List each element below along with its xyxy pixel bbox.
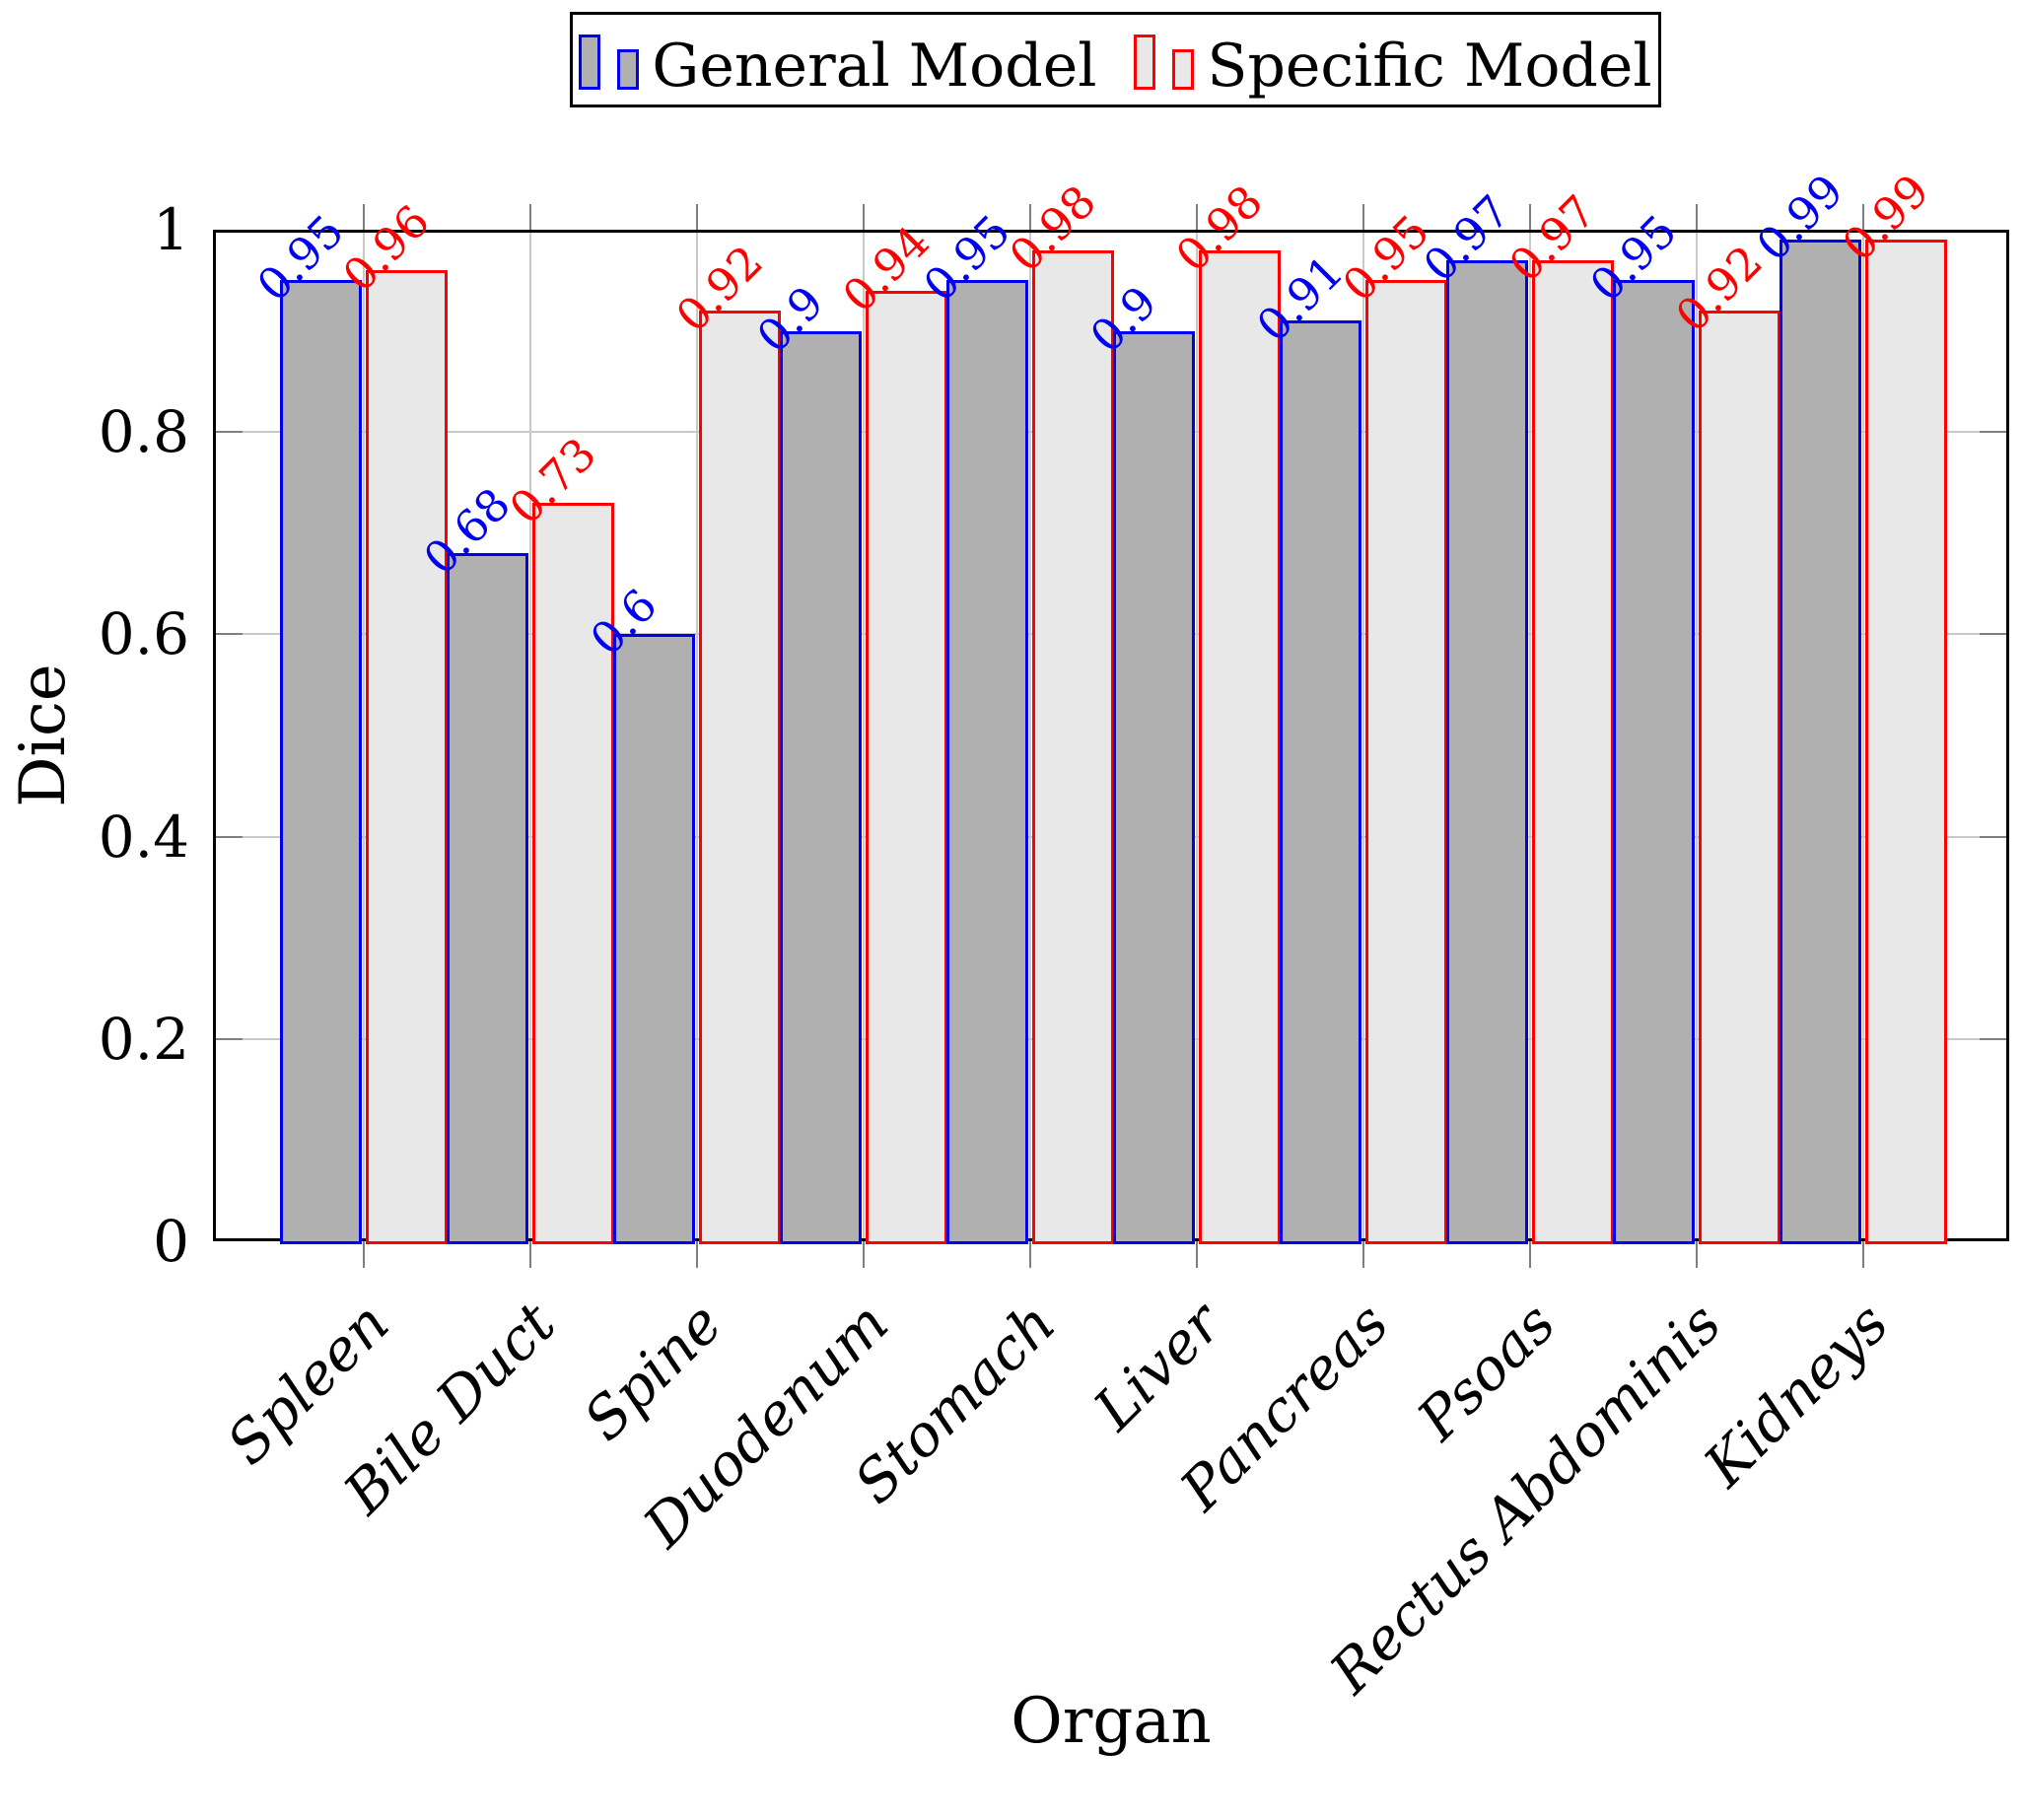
bar-specific-model-pancreas (1365, 280, 1447, 1244)
x-tick-bottom (1029, 1241, 1031, 1268)
x-tick-top (1696, 204, 1698, 230)
y-tick-label: 1 (153, 196, 189, 263)
x-gridline (863, 230, 865, 1241)
bar-general-model-bile-duct (447, 553, 528, 1244)
x-gridline (1862, 230, 1864, 1241)
x-tick-bottom (529, 1241, 531, 1268)
swatch-bar-icon (579, 34, 601, 90)
x-tick-label-kidneys: Kidneys (1691, 1289, 1902, 1500)
bar-specific-model-liver (1199, 249, 1281, 1244)
legend-label-specific: Specific Model (1207, 31, 1652, 101)
swatch-bar-icon (617, 48, 640, 90)
y-tick-left (213, 1037, 243, 1040)
bar-general-model-stomach (946, 280, 1028, 1244)
x-tick-label-spine: Spine (570, 1289, 735, 1454)
bar-general-model-kidneys (1780, 240, 1861, 1244)
y-tick-right (1980, 431, 2009, 434)
legend-label-general: General Model (652, 31, 1097, 101)
x-tick-top (696, 204, 698, 230)
legend-entry-general: General Model (579, 31, 1096, 96)
x-gridline (363, 230, 365, 1241)
y-tick-left (213, 835, 243, 838)
bar-general-model-psoas (1446, 259, 1528, 1244)
x-tick-bottom (1862, 1241, 1864, 1268)
x-tick-bottom (863, 1241, 865, 1268)
x-gridline (1529, 230, 1531, 1241)
y-tick-label: 0.6 (98, 600, 189, 668)
bar-specific-model-spine (699, 311, 781, 1244)
x-tick-top (863, 204, 865, 230)
y-tick-right (1980, 633, 2009, 636)
bar-general-model-rectus-abdominis (1613, 280, 1695, 1244)
bar-specific-model-kidneys (1865, 240, 1947, 1244)
y-tick-left (213, 633, 243, 636)
bar-general-model-spleen (280, 280, 362, 1244)
bar-general-model-duodenum (780, 330, 862, 1244)
x-tick-bottom (1529, 1241, 1531, 1268)
legend-entry-specific: Specific Model (1134, 31, 1652, 96)
x-gridline (696, 230, 698, 1241)
y-tick-label: 0.4 (98, 803, 189, 871)
x-tick-top (1029, 204, 1031, 230)
x-tick-top (1529, 204, 1531, 230)
x-tick-label-psoas: Psoas (1404, 1289, 1569, 1453)
x-axis-title: Organ (1011, 1685, 1212, 1758)
bar-general-model-pancreas (1280, 320, 1361, 1244)
bar-general-model-liver (1113, 330, 1195, 1244)
bar-specific-model-spleen (366, 270, 448, 1244)
y-axis-title: Dice (7, 664, 80, 807)
bar-specific-model-psoas (1532, 259, 1614, 1244)
bar-specific-model-duodenum (866, 290, 947, 1244)
bar-specific-model-stomach (1032, 249, 1114, 1244)
bar-general-model-spine (613, 634, 695, 1244)
x-gridline (1362, 230, 1364, 1241)
x-tick-bottom (1362, 1241, 1364, 1268)
x-tick-top (1862, 204, 1864, 230)
x-tick-bottom (1696, 1241, 1698, 1268)
x-gridline (1196, 230, 1198, 1241)
x-tick-bottom (363, 1241, 365, 1268)
x-tick-bottom (696, 1241, 698, 1268)
x-tick-bottom (1196, 1241, 1198, 1268)
general-model-swatch-icon (579, 33, 640, 90)
x-gridline (1029, 230, 1031, 1241)
swatch-bar-icon (1134, 34, 1156, 90)
y-tick-left (213, 431, 243, 434)
specific-model-swatch-icon (1134, 33, 1195, 90)
bar-specific-model-rectus-abdominis (1699, 311, 1780, 1244)
legend: General Model Specific Model (570, 12, 1661, 107)
bar-specific-model-bile-duct (532, 503, 614, 1244)
x-gridline (1696, 230, 1698, 1241)
x-gridline (529, 230, 531, 1241)
x-tick-label-liver: Liver (1081, 1289, 1235, 1443)
x-tick-top (1196, 204, 1198, 230)
y-tick-label: 0 (153, 1208, 189, 1275)
y-tick-label: 0.8 (98, 398, 189, 466)
y-tick-right (1980, 1037, 2009, 1040)
x-tick-top (529, 204, 531, 230)
x-tick-top (363, 204, 365, 230)
y-tick-label: 0.2 (98, 1005, 189, 1073)
swatch-bar-icon (1172, 48, 1195, 90)
x-tick-top (1362, 204, 1364, 230)
y-tick-right (1980, 835, 2009, 838)
